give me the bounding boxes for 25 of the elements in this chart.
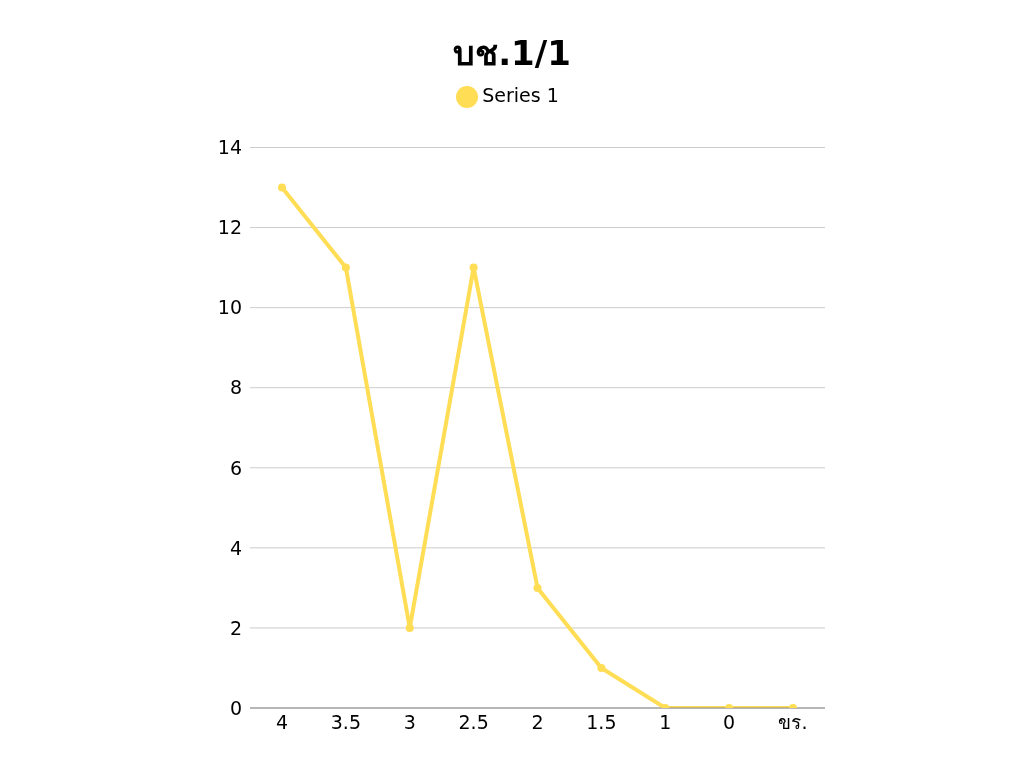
point bbox=[405, 623, 414, 632]
y-tick-label: 10 bbox=[217, 296, 242, 319]
x-tick-label: 2 bbox=[531, 711, 544, 734]
y-tick-label: 8 bbox=[229, 376, 242, 399]
x-tick-label: 2.5 bbox=[458, 711, 489, 734]
legend-label: Series 1 bbox=[482, 84, 559, 106]
y-tick-label: 6 bbox=[229, 456, 242, 479]
x-tick-label: 3.5 bbox=[330, 711, 361, 734]
x-tick-label: 1 bbox=[659, 711, 672, 734]
x-tick-label: 4 bbox=[275, 711, 289, 734]
y-tick-label: 12 bbox=[217, 216, 242, 239]
x-tick-label: 1.5 bbox=[586, 711, 617, 734]
y-tick-label: 4 bbox=[229, 536, 242, 559]
y-tick-label: 14 bbox=[217, 136, 242, 159]
x-tick-label: ขร. bbox=[778, 711, 808, 734]
x-tick-label: 0 bbox=[723, 711, 736, 734]
chart-title: บช.1/1 bbox=[452, 32, 572, 75]
point bbox=[533, 583, 542, 592]
y-tick-label: 2 bbox=[229, 616, 242, 639]
point bbox=[469, 263, 478, 272]
point bbox=[597, 663, 606, 672]
point bbox=[278, 183, 286, 192]
x-tick-label: 3 bbox=[403, 711, 416, 734]
point bbox=[341, 263, 350, 272]
y-tick-label: 0 bbox=[229, 696, 242, 719]
